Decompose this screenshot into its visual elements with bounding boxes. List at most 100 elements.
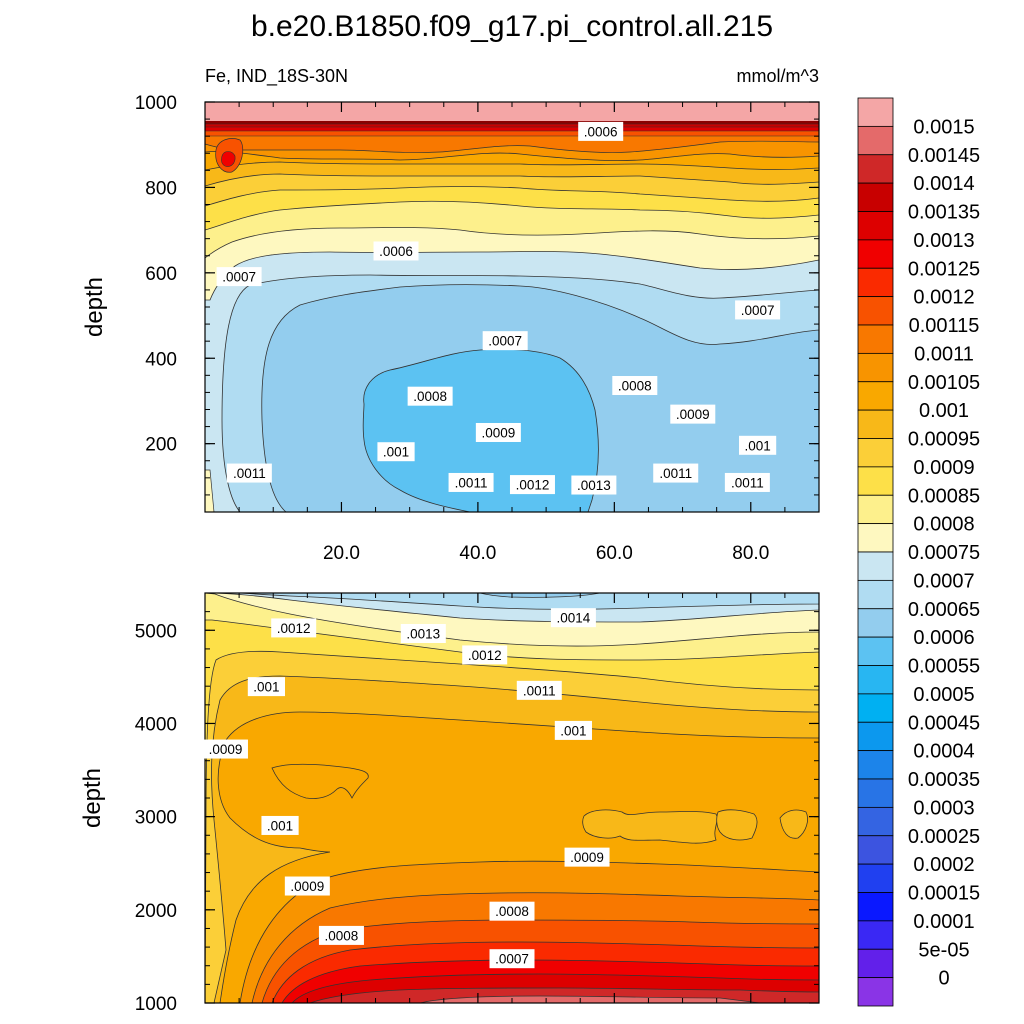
contour-label: .0011 [724,472,770,492]
contour-label-box [400,624,446,643]
contour-label-box [462,645,508,665]
contour-label-text: .0011 [731,475,764,490]
contour-label: .0008 [318,925,364,945]
contour-label-text: .0009 [209,742,243,757]
contour-label-box [724,472,770,492]
colorbar-label: 0.0009 [913,457,974,479]
colorbar-swatch [857,977,894,1007]
contour-label-text: .001 [383,445,409,460]
upper-contour-labels: .0011 .0011 .0012 .0013 .0011 .0011 .001 .0009.… [216,121,781,495]
chart-title: b.e20.B1850.f09_g17.pi_control.all.215 [251,10,773,43]
colorbar-swatch [857,806,894,837]
subsurface-maximum-core [221,151,236,167]
contour-label-box [271,618,317,638]
fill-0006-patch [479,593,601,598]
contour-label: .0014 [550,608,596,628]
contour-label-text: .0012 [277,621,311,636]
colorbar-swatch [857,721,894,752]
contour-label-text: .0008 [413,389,447,404]
y-tick-label: 5000 [135,621,177,642]
contour-label-text: .0006 [584,124,618,139]
contour-label-box [670,404,716,424]
colorbar-label: 0.0001 [913,911,974,933]
contour-label-box [653,463,699,483]
colorbar-label: 0.0015 [913,116,974,138]
contour-label-box [261,815,299,835]
colorbar-label: 0.0014 [913,173,974,195]
contour-label: .0009 [564,847,610,867]
colorbar-swatch [857,211,894,241]
colorbar-swatch [857,750,894,780]
contour-label-box [247,677,285,697]
colorbar-label: 0.00115 [909,315,980,337]
contour-label-text: .0009 [570,850,604,865]
contour-label: .0011 [448,472,494,492]
contour-label-box [448,472,494,492]
lower-y-ticks: 1000 2000 3000 4000 5000 [135,592,819,1015]
colorbar-label: 0.0011 [914,343,974,365]
colorbar-label: 0.0003 [913,797,974,819]
contour-label: .001 [554,720,592,740]
colorbar-label: 0.00085 [908,485,980,507]
lower-y-axis-label: depth [79,768,106,828]
colorbar-label: 0.0006 [913,627,974,649]
colorbar-label: 5e-05 [918,939,969,961]
lower-filled-contours [205,593,819,1003]
fill-001-patch [271,763,369,799]
upper-filled-contours [205,102,819,512]
colorbar-swatch [857,125,894,156]
fill-00095-patch-2 [716,809,758,841]
contour-label-text: .0009 [290,879,324,894]
fill-00075-sliver [205,469,215,512]
contour-label-box [739,435,777,455]
colorbar-swatch [857,693,894,723]
contour-label: .0006 [373,241,419,261]
contour-label: .0011 [516,680,562,700]
colorbar-label: 0.00135 [908,202,980,224]
contour-label: .0006 [578,121,624,141]
contour-label-box [489,901,535,921]
fill-0009-band [205,593,819,1003]
contour-label-box [509,475,555,495]
fill-00095-patch [582,809,718,844]
contour-label-text: .0011 [523,683,556,698]
colorbar-swatch [857,154,894,184]
colorbar-swatch [857,438,894,468]
fill-0015-band [419,995,761,1003]
contour-label-box [735,300,781,320]
colorbar-swatch [857,239,894,269]
colorbar-label: 0.00025 [908,826,980,848]
colorbar-label: 0.00015 [908,883,980,905]
colorbar-swatch [857,948,894,979]
colorbar-label: 0.0012 [913,287,974,309]
contour-label-text: .0007 [488,334,522,349]
colorbar-label: 0.00105 [908,372,980,394]
x-tick-label: 40.0 [459,543,496,564]
contour-label-box [475,422,521,442]
contour-label: .0008 [612,376,658,396]
upper-panel: 200 400 600 800 1000 20.0 40.0 60.0 80.0 .0011.… [81,93,820,564]
contour-label: .0009 [202,739,248,759]
contour-label-box [318,925,364,945]
upper-y-ticks: 200 400 600 800 1000 [135,93,819,513]
colorbar-swatch [857,352,894,383]
contour-label-box [226,463,272,483]
contour-label-text: .0006 [379,244,413,259]
contour-label: .0008 [407,386,453,406]
contour-label: .0013 [400,624,446,643]
contour-label: .001 [247,677,285,697]
contour-label-text: .0009 [481,425,515,440]
contour-label-box [578,121,624,141]
y-tick-label: 1000 [135,994,177,1015]
contour-label: .0012 [271,618,317,638]
contour-label-box [516,680,562,700]
contour-label-text: .0011 [233,466,266,481]
contour-label: .001 [261,815,299,835]
colorbar-label: 0 [938,968,949,990]
colorbar-swatch [857,778,894,808]
contour-label: .0008 [489,901,535,921]
y-tick-label: 800 [145,178,177,199]
contour-label-box [564,847,610,867]
contour-label-box [489,949,535,969]
